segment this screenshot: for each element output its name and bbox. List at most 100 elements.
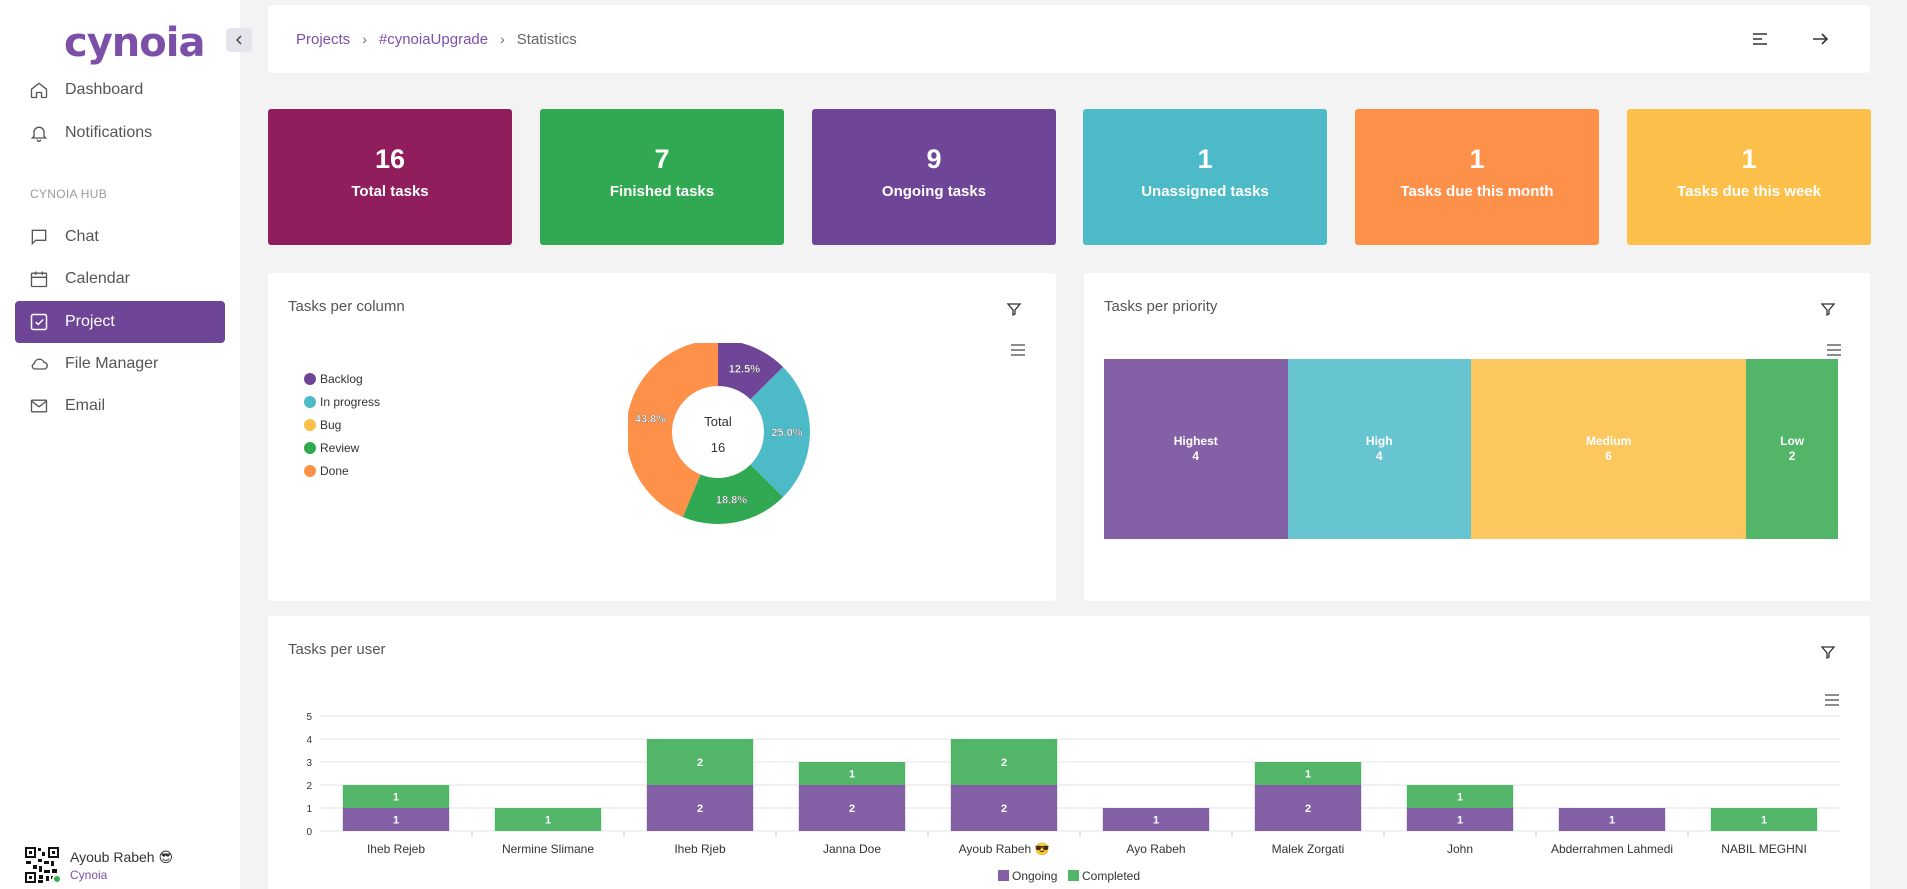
bar-completed[interactable] — [1710, 808, 1818, 831]
bar-ongoing[interactable] — [1558, 808, 1666, 831]
donut-chart: Total 16 12.5% 25.0% 18.8% 43.8% — [628, 343, 810, 524]
bar-data-label: 2 — [1001, 757, 1007, 769]
stat-label: Finished tasks — [609, 183, 715, 200]
bar-data-label: 1 — [545, 815, 551, 827]
sidebar-item-dashboard[interactable]: Dashboard — [15, 69, 225, 111]
cynoia-logo[interactable]: cynoia — [64, 20, 205, 66]
sidebar-item-notifications[interactable]: Notifications — [15, 112, 225, 154]
x-axis-label: Nermine Slimane — [502, 842, 594, 856]
sidebar-item-label: File Manager — [65, 355, 159, 372]
treemap-cell-medium[interactable]: Medium 6 — [1471, 359, 1747, 539]
filter-icon[interactable] — [1820, 301, 1836, 317]
legend-item[interactable]: In progress — [304, 390, 380, 413]
bar-completed[interactable] — [798, 762, 906, 785]
y-tick-label: 1 — [306, 804, 312, 815]
breadcrumb: Projects › #cynoiaUpgrade › Statistics — [296, 31, 577, 48]
bar-data-label: 2 — [849, 803, 855, 815]
sidebar-section-title: CYNOIA HUB — [30, 187, 108, 201]
sidebar-item-label: Email — [65, 397, 106, 414]
bar-data-label: 1 — [1457, 815, 1463, 827]
bar-ongoing[interactable] — [1406, 808, 1514, 831]
stat-card-ongoing-tasks: 9 Ongoing tasks — [812, 109, 1056, 245]
bar-ongoing[interactable] — [342, 808, 450, 831]
sidebar-item-chat[interactable]: Chat — [15, 216, 225, 258]
stat-value: 1 — [1197, 144, 1213, 174]
sidebar-item-label: Calendar — [65, 270, 130, 287]
bar-ongoing[interactable] — [646, 785, 754, 831]
bar-data-label: 1 — [1761, 815, 1767, 827]
bar-data-label: 1 — [1153, 815, 1159, 827]
legend-item[interactable]: Review — [304, 436, 380, 459]
legend-item[interactable]: Backlog — [304, 367, 380, 390]
chart-menu-icon[interactable] — [1824, 693, 1840, 707]
legend-label-completed[interactable]: Completed — [1082, 869, 1140, 883]
sidebar-item-file-manager[interactable]: File Manager — [15, 343, 225, 385]
bar-data-label: 1 — [393, 792, 399, 804]
bar-completed[interactable] — [1254, 762, 1362, 785]
y-tick-label: 0 — [306, 827, 312, 838]
treemap-cell-low[interactable]: Low 2 — [1746, 359, 1838, 539]
filter-icon[interactable] — [1006, 301, 1022, 317]
stat-value: 1 — [1469, 144, 1485, 174]
sidebar-item-project[interactable]: Project — [15, 301, 225, 343]
bar-completed[interactable] — [646, 739, 754, 785]
x-axis-label: Malek Zorgati — [1272, 842, 1345, 856]
legend-label-ongoing[interactable]: Ongoing — [1012, 869, 1057, 883]
bar-ongoing[interactable] — [1102, 808, 1210, 831]
panel-title: Tasks per priority — [1104, 298, 1218, 315]
legend-label: Backlog — [320, 371, 363, 386]
panel-title: Tasks per user — [288, 641, 386, 658]
sidebar-item-email[interactable]: Email — [15, 385, 225, 427]
arrow-right-icon[interactable] — [1810, 29, 1830, 49]
y-tick-label: 4 — [306, 735, 312, 746]
x-axis-label: Iheb Rjeb — [674, 842, 726, 856]
bar-completed[interactable] — [342, 785, 450, 808]
bar-ongoing[interactable] — [798, 785, 906, 831]
legend-swatch-completed — [1068, 870, 1079, 881]
bar-data-label: 2 — [1305, 803, 1311, 815]
donut-slice-review[interactable] — [682, 432, 784, 524]
bar-completed[interactable] — [950, 739, 1058, 785]
stat-value: 9 — [926, 144, 942, 174]
collapse-sidebar-button[interactable] — [226, 28, 252, 52]
chart-menu-icon[interactable] — [1826, 343, 1842, 357]
x-axis-label: Abderrahmen Lahmedi — [1551, 842, 1673, 856]
breadcrumb-project[interactable]: #cynoiaUpgrade — [378, 30, 489, 48]
bar-ongoing[interactable] — [950, 785, 1058, 831]
panel-tasks-per-priority: Tasks per priority Highest 4 High 4 Medium 6 L… — [1084, 273, 1870, 601]
filter-icon[interactable] — [1820, 644, 1836, 660]
x-axis-label: Ayoub Rabeh 😎 — [959, 842, 1050, 856]
avatar — [24, 846, 62, 884]
breadcrumb-separator-icon: › — [500, 31, 505, 47]
panel-tasks-per-column: Tasks per column Backlog In progress Bug… — [268, 273, 1056, 601]
breadcrumb-separator-icon: › — [362, 31, 367, 47]
y-tick-label: 5 — [306, 712, 312, 723]
sidebar-item-label: Notifications — [65, 124, 153, 141]
treemap-cell-value: 4 — [1192, 449, 1200, 463]
online-status-dot — [52, 874, 62, 884]
bar-ongoing[interactable] — [1254, 785, 1362, 831]
stat-label: Tasks due this week — [1677, 183, 1821, 200]
breadcrumb-projects[interactable]: Projects — [296, 30, 351, 48]
stat-card-due-week: 1 Tasks due this week — [1627, 109, 1871, 245]
bar-completed[interactable] — [1406, 785, 1514, 808]
treemap-cell-high[interactable]: High 4 — [1287, 359, 1471, 539]
sidebar-item-calendar[interactable]: Calendar — [15, 258, 225, 300]
legend-label: In progress — [320, 394, 381, 409]
bar-completed[interactable] — [494, 808, 602, 831]
legend-item[interactable]: Done — [304, 459, 380, 482]
stat-card-unassigned-tasks: 1 Unassigned tasks — [1083, 109, 1327, 245]
treemap-cell-highest[interactable]: Highest 4 — [1104, 359, 1288, 539]
user-profile[interactable]: Ayoub Rabeh 😎 Cynoia — [24, 846, 173, 884]
menu-lines-icon[interactable] — [1750, 29, 1770, 49]
sidebar: cynoia Dashboard Notifications CYNOIA HU… — [0, 0, 240, 889]
checkbox-icon — [30, 313, 48, 331]
chart-menu-icon[interactable] — [1010, 343, 1026, 357]
stat-card-finished-tasks: 7 Finished tasks — [540, 109, 784, 245]
treemap-cell-value: 6 — [1605, 449, 1612, 463]
legend-label: Done — [320, 463, 349, 478]
bar-data-label: 2 — [1001, 803, 1007, 815]
bar-data-label: 1 — [393, 815, 399, 827]
legend-item[interactable]: Bug — [304, 413, 380, 436]
stat-label: Tasks due this month — [1400, 183, 1554, 200]
